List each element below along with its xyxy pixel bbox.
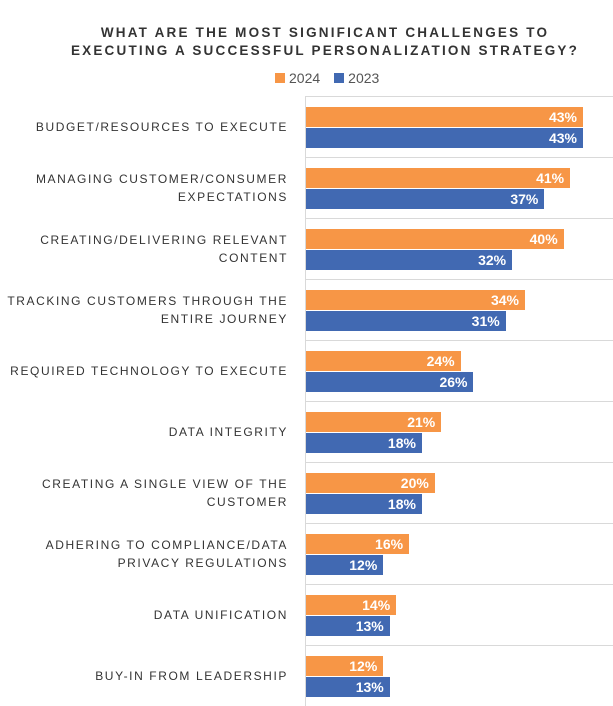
legend-label: 2024 <box>289 70 321 86</box>
data-label: 32% <box>478 252 507 268</box>
bar-2023: 31% <box>306 311 506 331</box>
category-label-line: BUY-IN FROM LEADERSHIP <box>95 669 288 683</box>
bar-2024: 24% <box>306 351 461 371</box>
category-label: REQUIRED TECHNOLOGY TO EXECUTE <box>0 362 288 380</box>
category-label-line: MANAGING CUSTOMER/CONSUMER <box>35 172 288 186</box>
legend-item-2024: 2024 <box>275 70 320 86</box>
data-label: 43% <box>548 130 577 146</box>
bar-2023: 18% <box>306 433 422 453</box>
data-label: 40% <box>529 231 558 247</box>
bar-2023: 13% <box>306 677 390 697</box>
bar-2024: 34% <box>306 290 526 310</box>
chart-title: WHAT ARE THE MOST SIGNIFICANT CHALLENGES… <box>0 24 613 60</box>
category-label: BUDGET/RESOURCES TO EXECUTE <box>0 118 288 136</box>
legend-item-2023: 2023 <box>334 70 379 86</box>
category-label-line: ADHERING TO COMPLIANCE/DATA <box>45 538 288 552</box>
title-line: WHAT ARE THE MOST SIGNIFICANT CHALLENGES… <box>100 25 550 40</box>
data-label: 18% <box>387 435 416 451</box>
category-label: ADHERING TO COMPLIANCE/DATA PRIVACY REGUL… <box>0 536 288 572</box>
bar-2024: 43% <box>306 107 583 127</box>
bar-2023: 26% <box>306 372 474 392</box>
bar-2023: 18% <box>306 494 422 514</box>
bar-2023: 13% <box>306 616 390 636</box>
data-label: 31% <box>471 313 500 329</box>
category-label: BUY-IN FROM LEADERSHIP <box>0 667 288 685</box>
data-label: 13% <box>355 618 384 634</box>
category-label: MANAGING CUSTOMER/CONSUMER EXPECTATIONS <box>0 170 288 206</box>
bar-2024: 16% <box>306 534 410 554</box>
legend: 2024 2023 <box>275 70 379 86</box>
category-label-line: TRACKING CUSTOMERS THROUGH THE <box>7 294 288 308</box>
category-label: CREATING/DELIVERING RELEVANT CONTENT <box>0 231 288 267</box>
category-label: DATA INTEGRITY <box>0 423 288 441</box>
data-label: 20% <box>400 475 429 491</box>
data-label: 14% <box>362 597 391 613</box>
category-label-line: DATA UNIFICATION <box>153 608 288 622</box>
category-label-line: DATA INTEGRITY <box>168 425 288 439</box>
data-label: 41% <box>536 170 565 186</box>
group-separator <box>306 462 613 463</box>
group-separator <box>306 401 613 402</box>
data-label: 26% <box>439 374 468 390</box>
data-label: 37% <box>510 191 539 207</box>
category-label-line: BUDGET/RESOURCES TO EXECUTE <box>35 120 288 134</box>
title-line: EXECUTING A SUCCESSFUL PERSONALIZATION S… <box>70 43 580 58</box>
category-label-line: ENTIRE JOURNEY <box>160 312 288 326</box>
group-separator <box>306 584 613 585</box>
category-label: DATA UNIFICATION <box>0 606 288 624</box>
category-label-line: PRIVACY REGULATIONS <box>117 556 288 570</box>
data-label: 16% <box>375 536 404 552</box>
bar-2023: 12% <box>306 555 384 575</box>
group-separator <box>306 157 613 158</box>
data-label: 34% <box>490 292 520 308</box>
data-label: 13% <box>355 679 384 695</box>
bar-2024: 40% <box>306 229 564 249</box>
legend-swatch <box>275 73 285 83</box>
data-label: 12% <box>349 658 378 674</box>
legend-swatch <box>334 73 345 83</box>
category-axis-line <box>305 96 306 706</box>
bar-2023: 32% <box>306 250 513 270</box>
category-label: TRACKING CUSTOMERS THROUGH THE ENTIRE JOU… <box>0 292 288 328</box>
category-label-line: CUSTOMER <box>206 495 288 509</box>
category-label-line: CONTENT <box>218 251 288 265</box>
group-separator <box>306 279 613 280</box>
category-label-line: EXPECTATIONS <box>177 190 288 204</box>
bar-2023: 37% <box>306 189 545 209</box>
bar-2024: 20% <box>306 473 435 493</box>
bar-2024: 21% <box>306 412 442 432</box>
bar-2024: 12% <box>306 656 384 676</box>
data-label: 21% <box>407 414 436 430</box>
group-separator <box>306 96 613 97</box>
bar-2023: 43% <box>306 128 583 148</box>
bar-2024: 41% <box>306 168 571 188</box>
group-separator <box>306 645 613 646</box>
category-label: CREATING A SINGLE VIEW OF THE CUSTOMER <box>0 475 288 511</box>
data-label: 24% <box>426 353 455 369</box>
category-label-line: CREATING A SINGLE VIEW OF THE <box>42 477 288 491</box>
data-label: 18% <box>387 496 416 512</box>
bar-2024: 14% <box>306 595 397 615</box>
group-separator <box>306 218 613 219</box>
data-label: 43% <box>548 109 577 125</box>
category-label-line: CREATING/DELIVERING RELEVANT <box>40 233 288 247</box>
category-label-line: REQUIRED TECHNOLOGY TO EXECUTE <box>10 364 288 378</box>
legend-label: 2023 <box>348 70 380 86</box>
group-separator <box>306 523 613 524</box>
data-label: 12% <box>349 557 378 573</box>
group-separator <box>306 340 613 341</box>
